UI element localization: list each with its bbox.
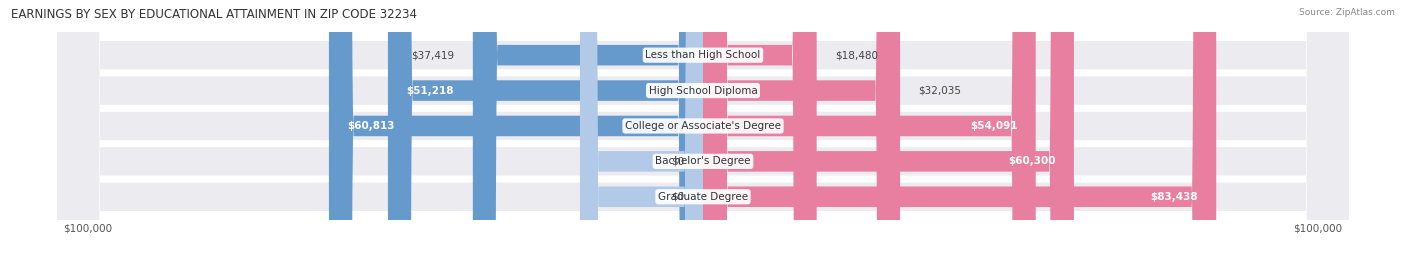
FancyBboxPatch shape (329, 0, 703, 268)
FancyBboxPatch shape (58, 0, 1348, 268)
FancyBboxPatch shape (58, 0, 1348, 268)
Text: $83,438: $83,438 (1150, 192, 1198, 202)
FancyBboxPatch shape (581, 0, 703, 268)
Text: College or Associate's Degree: College or Associate's Degree (626, 121, 780, 131)
Text: $51,218: $51,218 (406, 85, 454, 96)
Text: Bachelor's Degree: Bachelor's Degree (655, 156, 751, 166)
Text: Source: ZipAtlas.com: Source: ZipAtlas.com (1299, 8, 1395, 17)
Text: $60,813: $60,813 (347, 121, 395, 131)
FancyBboxPatch shape (703, 0, 1216, 268)
FancyBboxPatch shape (703, 0, 900, 268)
FancyBboxPatch shape (58, 0, 1348, 268)
Text: $37,419: $37,419 (411, 50, 454, 60)
FancyBboxPatch shape (388, 0, 703, 268)
FancyBboxPatch shape (703, 0, 1036, 268)
Text: $18,480: $18,480 (835, 50, 879, 60)
FancyBboxPatch shape (58, 0, 1348, 268)
Text: $60,300: $60,300 (1008, 156, 1056, 166)
Text: $54,091: $54,091 (970, 121, 1018, 131)
FancyBboxPatch shape (472, 0, 703, 268)
Text: $0: $0 (672, 156, 685, 166)
Text: $32,035: $32,035 (918, 85, 962, 96)
FancyBboxPatch shape (703, 0, 817, 268)
Text: Less than High School: Less than High School (645, 50, 761, 60)
FancyBboxPatch shape (58, 0, 1348, 268)
Text: High School Diploma: High School Diploma (648, 85, 758, 96)
Text: $0: $0 (672, 192, 685, 202)
FancyBboxPatch shape (703, 0, 1074, 268)
Text: Graduate Degree: Graduate Degree (658, 192, 748, 202)
FancyBboxPatch shape (581, 0, 703, 268)
Text: EARNINGS BY SEX BY EDUCATIONAL ATTAINMENT IN ZIP CODE 32234: EARNINGS BY SEX BY EDUCATIONAL ATTAINMEN… (11, 8, 418, 21)
